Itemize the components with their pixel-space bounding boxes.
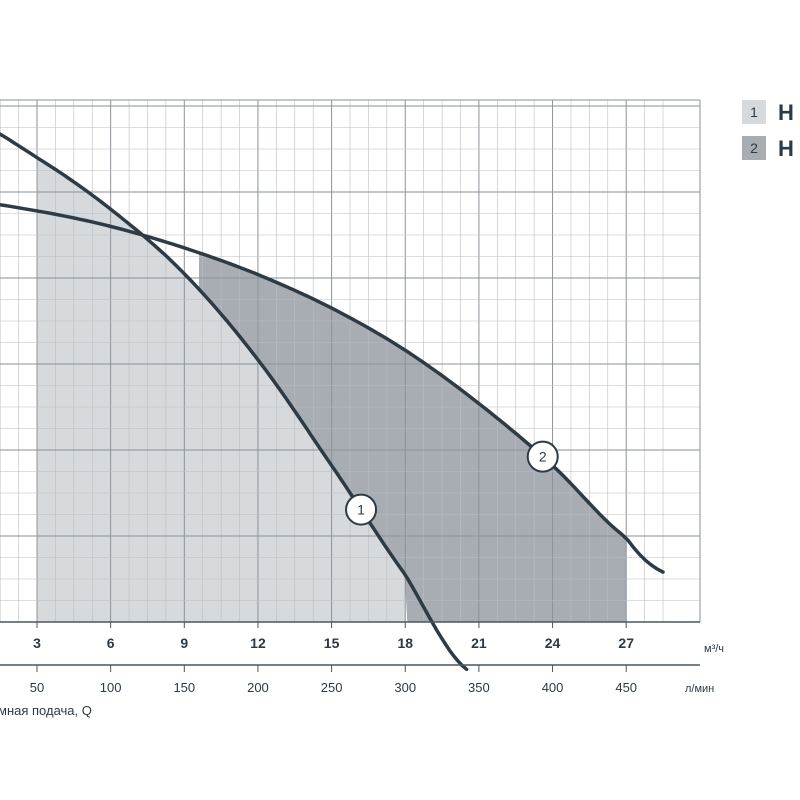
legend-number-2: 2 [750,140,758,156]
operating-range-fill-2 [199,252,627,623]
x-tick-label-primary: 24 [545,635,561,651]
curve-markers: 12 [345,440,559,526]
curve-marker-1 [345,493,378,526]
x-unit-secondary: л/мин [685,683,714,695]
x-tick-label-secondary: 250 [321,680,343,695]
x-tick-label-primary: 15 [324,635,340,651]
x-tick-label-secondary: 50 [30,680,44,695]
curve-marker-2 [526,440,559,473]
chart-grid [0,99,701,623]
legend-label-2: H [778,136,794,161]
x-tick-label-secondary: 100 [100,680,122,695]
legend: 1 H 2 H [742,100,794,161]
x-tick-label-primary: 27 [618,635,634,651]
x-axis-label: мная подача, Q [0,703,92,718]
legend-number-1: 1 [750,104,758,120]
x-tick-label-primary: 3 [33,635,41,651]
curve-marker-label-1: 1 [357,502,365,518]
x-tick-label-secondary: 400 [542,680,564,695]
legend-swatch-2 [742,136,766,160]
x-tick-label-secondary: 450 [615,680,637,695]
x-tick-label-primary: 18 [397,635,413,651]
x-tick-label-primary: 21 [471,635,487,651]
x-tick-label-secondary: 150 [173,680,195,695]
x-tick-label-secondary: 300 [394,680,416,695]
x-unit-primary: м³/ч [704,643,724,655]
x-tick-label-primary: 12 [250,635,266,651]
x-tick-label-primary: 9 [180,635,188,651]
x-tick-label-secondary: 350 [468,680,490,695]
legend-label-1: H [778,100,794,125]
legend-swatch-1 [742,100,766,124]
x-tick-label-primary: 6 [107,635,115,651]
x-axis: 3 6 9 12 15 18 21 24 27 50 100 150 200 250 300 350 400 45… [0,621,724,718]
curve-marker-label-2: 2 [539,449,547,465]
curve-line-1 [0,132,469,672]
x-tick-label-secondary: 200 [247,680,269,695]
